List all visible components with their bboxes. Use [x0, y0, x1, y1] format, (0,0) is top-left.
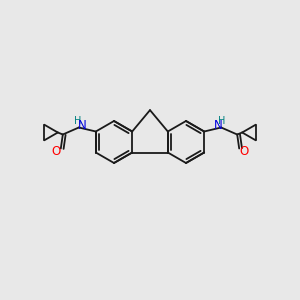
Text: N: N	[77, 119, 86, 132]
Text: H: H	[74, 116, 82, 125]
Text: O: O	[240, 145, 249, 158]
Text: H: H	[218, 116, 226, 125]
Text: N: N	[214, 119, 223, 132]
Text: O: O	[51, 145, 60, 158]
